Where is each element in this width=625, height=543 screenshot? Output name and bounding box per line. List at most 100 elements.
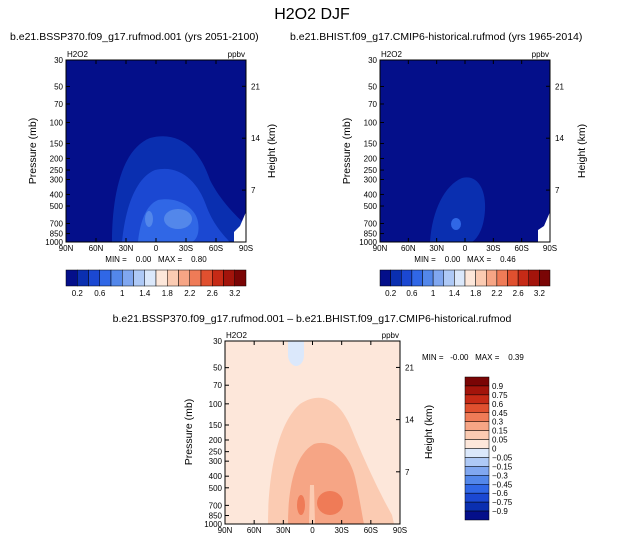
y-tick-label: 300 <box>209 457 223 466</box>
height-tick-label: 14 <box>251 134 260 143</box>
colorbar-swatch <box>77 269 89 287</box>
colorbar-swatch <box>464 484 490 494</box>
y-tick-label: 30 <box>54 56 63 65</box>
panel-c-units: ppbv <box>382 331 399 340</box>
colorbar-swatch <box>401 269 413 287</box>
colorbar-swatch <box>464 466 490 476</box>
height-tick-label: 14 <box>405 416 414 425</box>
colorbar-swatch <box>212 269 224 287</box>
x-tick-label: 60S <box>515 244 529 253</box>
x-tick-label: 90N <box>59 244 74 253</box>
y-tick-label: 150 <box>364 140 378 149</box>
panel-a-ylabel-right: Height (km) <box>266 124 278 178</box>
panel-c-plot <box>225 341 400 524</box>
colorbar-swatch <box>464 385 490 396</box>
x-tick-label: 60N <box>89 244 104 253</box>
y-tick-label: 30 <box>213 337 222 346</box>
colorbar-label: 1 <box>431 289 436 298</box>
colorbar-swatch <box>464 439 490 449</box>
x-tick-label: 30N <box>429 244 444 253</box>
colorbar-label: −0.15 <box>492 462 513 471</box>
panel-a-contour-level-4 <box>164 209 192 229</box>
x-tick-label: 90S <box>393 526 407 535</box>
panel-a-units: ppbv <box>228 50 245 59</box>
colorbar-swatch <box>122 269 134 287</box>
y-tick-label: 700 <box>50 219 64 228</box>
y-tick-label: 400 <box>209 472 223 481</box>
colorbar-swatch <box>411 269 423 287</box>
colorbar-label: 0 <box>492 445 497 454</box>
colorbar-label: 0.2 <box>72 289 84 298</box>
colorbar-label: 1.8 <box>162 289 174 298</box>
colorbar-swatch <box>539 269 551 287</box>
panel-c-ylabel-right: Height (km) <box>423 405 435 459</box>
colorbar-label: 2.2 <box>491 289 503 298</box>
colorbar-swatch <box>464 421 490 431</box>
height-tick-label: 21 <box>405 363 414 372</box>
x-tick-label: 0 <box>463 244 468 253</box>
y-tick-label: 400 <box>50 190 64 199</box>
colorbar-swatch <box>390 269 402 287</box>
height-tick-label: 14 <box>555 134 564 143</box>
panel-b-variable: H2O2 <box>381 50 402 59</box>
y-tick-label: 250 <box>50 166 64 175</box>
height-tick-label: 7 <box>251 186 256 195</box>
y-tick-label: 850 <box>209 512 223 521</box>
colorbar-swatch <box>432 269 444 287</box>
figure-title: H2O2 DJF <box>274 6 350 23</box>
colorbar-label: 3.2 <box>229 289 241 298</box>
panel-a-stats: MIN = 0.00 MAX = 0.80 <box>105 255 207 264</box>
x-tick-label: 60S <box>209 244 223 253</box>
y-tick-label: 500 <box>209 484 223 493</box>
colorbar-swatch <box>200 269 213 287</box>
colorbar-label: 0.15 <box>492 427 508 436</box>
y-tick-label: 70 <box>54 100 63 109</box>
colorbar-swatch <box>486 269 498 287</box>
x-tick-label: 90N <box>218 526 233 535</box>
colorbar-swatch <box>464 394 490 405</box>
colorbar-swatch <box>167 269 179 287</box>
y-tick-label: 700 <box>364 219 378 228</box>
colorbar-label: −0.6 <box>492 489 508 498</box>
colorbar-label: 2.2 <box>184 289 196 298</box>
colorbar-label: −0.05 <box>492 453 513 462</box>
y-tick-label: 100 <box>50 118 64 127</box>
panel-b-contour-level-3 <box>451 218 461 230</box>
panel-a-contour-level-4b <box>145 211 153 227</box>
y-tick-label: 150 <box>50 140 64 149</box>
y-tick-label: 850 <box>50 230 64 239</box>
panel-c-stats: MIN = -0.00 MAX = 0.39 <box>422 353 524 362</box>
y-tick-label: 500 <box>364 202 378 211</box>
x-tick-label: 60N <box>247 526 262 535</box>
x-tick-label: 90S <box>543 244 557 253</box>
panel-c-ylabel: Pressure (mb) <box>183 399 195 466</box>
panel-b-ylabel-right: Height (km) <box>576 124 588 178</box>
y-tick-label: 1000 <box>359 238 377 247</box>
colorbar-swatch <box>464 430 490 440</box>
colorbar-swatch <box>223 269 235 287</box>
y-tick-label: 500 <box>50 202 64 211</box>
panel-b-plot <box>380 60 550 242</box>
y-tick-label: 70 <box>213 381 222 390</box>
x-tick-label: 0 <box>154 244 159 253</box>
colorbar-swatch <box>464 448 490 458</box>
colorbar-label: 1.8 <box>470 289 482 298</box>
colorbar-swatch <box>178 269 190 287</box>
colorbar-label: 0.9 <box>492 382 504 391</box>
colorbar-swatch <box>507 269 519 287</box>
height-tick-label: 7 <box>555 186 560 195</box>
colorbar-label: 1 <box>120 289 125 298</box>
colorbar-swatch <box>464 510 490 521</box>
y-tick-label: 200 <box>50 154 64 163</box>
y-tick-label: 250 <box>364 166 378 175</box>
colorbar-swatch <box>454 269 466 287</box>
colorbar-swatch <box>464 492 490 503</box>
panel-a-title: b.e21.BSSP370.f09_g17.rufmod.001 (yrs 20… <box>10 31 259 43</box>
panel-c-variable: H2O2 <box>226 331 247 340</box>
x-tick-label: 0 <box>310 526 315 535</box>
panel-c-contour-level-2 <box>288 442 364 524</box>
height-tick-label: 7 <box>405 468 410 477</box>
colorbar-label: −0.9 <box>492 507 508 516</box>
panel-c-contour-gap <box>309 485 315 524</box>
